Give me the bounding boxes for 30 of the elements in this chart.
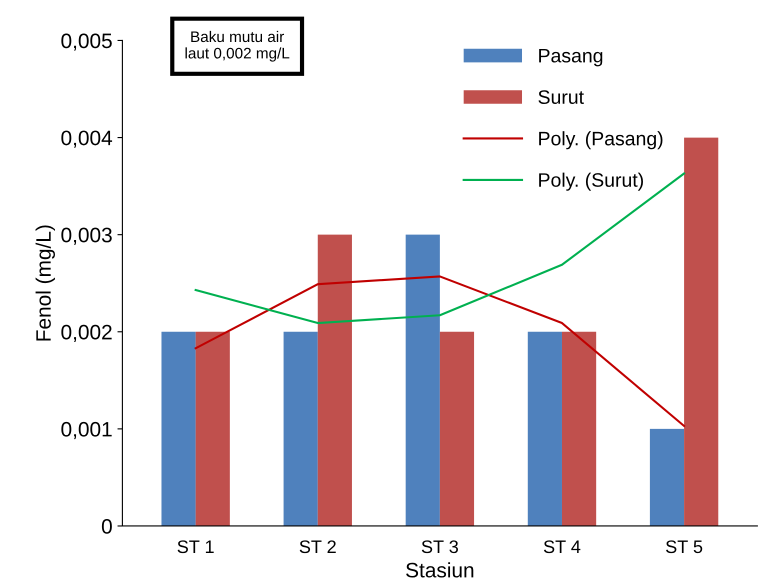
y-tick-label: 0,004 [61, 130, 112, 148]
bar [650, 428, 684, 526]
bar [406, 234, 440, 526]
x-tick-label: ST 5 [666, 540, 702, 554]
x-tick-label: ST 2 [300, 540, 336, 554]
legend-label: Pasang [539, 48, 602, 66]
line-series [194, 275, 686, 428]
bar [161, 332, 196, 526]
x-tick-label: ST 1 [178, 540, 214, 554]
y-tick-label: 0,005 [61, 33, 112, 51]
y-tick-label: 0,003 [61, 228, 112, 245]
x-axis-title: Stasiun [406, 562, 474, 578]
bar [528, 332, 562, 526]
y-tick-label: 0,002 [61, 324, 112, 342]
bar [284, 332, 318, 526]
bar [684, 138, 718, 526]
x-tick-label: ST 3 [422, 540, 458, 554]
line-series [194, 172, 686, 324]
legend-label: Poly. (Pasang) [539, 131, 662, 150]
x-tick-label: ST 4 [544, 540, 580, 554]
bar [318, 234, 352, 526]
y-tick-label: 0 [102, 518, 112, 534]
legend-label: Poly. (Surut) [539, 172, 643, 191]
y-tick-label: 0,001 [61, 422, 112, 440]
annotation: Baku mutu air laut 0,002 mg/L [186, 30, 290, 62]
y-axis-title: Fenol (mg/L) [36, 225, 55, 341]
bar [562, 332, 596, 526]
legend-label: Surut [538, 90, 584, 104]
bar [196, 332, 230, 526]
bar [440, 332, 474, 526]
